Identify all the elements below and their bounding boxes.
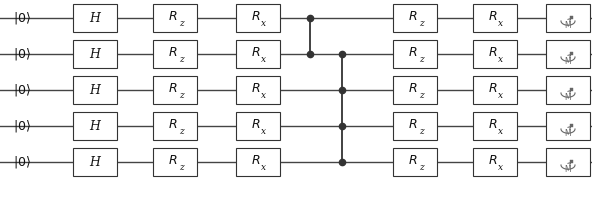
Bar: [153, 40, 197, 68]
Bar: [153, 4, 197, 32]
Text: z: z: [419, 126, 423, 136]
Bar: [393, 76, 437, 104]
Bar: [570, 124, 573, 127]
Bar: [236, 112, 280, 140]
Text: z: z: [179, 126, 184, 136]
Text: x: x: [498, 90, 504, 100]
Text: H: H: [89, 12, 101, 24]
Text: z: z: [179, 19, 184, 27]
Text: $R$: $R$: [251, 46, 260, 60]
Bar: [393, 112, 437, 140]
Text: x: x: [498, 162, 504, 171]
Text: $R$: $R$: [488, 46, 498, 60]
Bar: [473, 148, 517, 176]
Bar: [236, 148, 280, 176]
Text: $R$: $R$: [488, 119, 498, 132]
Bar: [236, 76, 280, 104]
Text: M: M: [565, 94, 571, 102]
Text: x: x: [498, 55, 504, 63]
Bar: [73, 112, 117, 140]
Text: $|0\rangle$: $|0\rangle$: [13, 118, 31, 134]
Text: $R$: $R$: [251, 82, 260, 96]
Text: z: z: [419, 162, 423, 171]
Bar: [153, 148, 197, 176]
Text: $R$: $R$: [168, 11, 178, 23]
Text: z: z: [179, 90, 184, 100]
Text: $R$: $R$: [408, 155, 418, 167]
Bar: [570, 16, 573, 19]
Text: $R$: $R$: [168, 155, 178, 167]
Bar: [393, 4, 437, 32]
Text: x: x: [262, 90, 266, 100]
Text: x: x: [262, 126, 266, 136]
Bar: [236, 4, 280, 32]
Text: z: z: [179, 55, 184, 63]
Text: $R$: $R$: [251, 155, 260, 167]
Text: z: z: [419, 19, 423, 27]
Bar: [473, 4, 517, 32]
Bar: [546, 40, 590, 68]
Text: H: H: [89, 47, 101, 61]
Text: $R$: $R$: [488, 82, 498, 96]
Text: $|0\rangle$: $|0\rangle$: [13, 154, 31, 170]
Text: $|0\rangle$: $|0\rangle$: [13, 82, 31, 98]
Text: x: x: [262, 19, 266, 27]
Text: H: H: [89, 120, 101, 133]
Bar: [473, 40, 517, 68]
Bar: [393, 148, 437, 176]
Bar: [570, 52, 573, 55]
Bar: [570, 88, 573, 91]
Text: $R$: $R$: [408, 119, 418, 132]
Text: x: x: [498, 19, 504, 27]
Bar: [546, 4, 590, 32]
Text: $R$: $R$: [408, 11, 418, 23]
Text: $|0\rangle$: $|0\rangle$: [13, 10, 31, 26]
Bar: [546, 112, 590, 140]
Text: x: x: [262, 162, 266, 171]
Bar: [73, 4, 117, 32]
Text: $R$: $R$: [168, 46, 178, 60]
Bar: [473, 112, 517, 140]
Text: $|0\rangle$: $|0\rangle$: [13, 46, 31, 62]
Bar: [473, 76, 517, 104]
Text: $R$: $R$: [251, 11, 260, 23]
Text: H: H: [89, 83, 101, 97]
Text: M: M: [565, 21, 571, 31]
Text: $R$: $R$: [408, 46, 418, 60]
Text: $R$: $R$: [168, 119, 178, 132]
Text: M: M: [565, 165, 571, 175]
Text: $R$: $R$: [488, 11, 498, 23]
Bar: [153, 76, 197, 104]
Text: z: z: [419, 55, 423, 63]
Text: H: H: [89, 156, 101, 168]
Text: $R$: $R$: [488, 155, 498, 167]
Text: $R$: $R$: [168, 82, 178, 96]
Bar: [546, 148, 590, 176]
Bar: [570, 160, 573, 163]
Text: $R$: $R$: [408, 82, 418, 96]
Text: $R$: $R$: [251, 119, 260, 132]
Bar: [73, 76, 117, 104]
Bar: [393, 40, 437, 68]
Text: z: z: [419, 90, 423, 100]
Bar: [73, 148, 117, 176]
Bar: [73, 40, 117, 68]
Text: z: z: [179, 162, 184, 171]
Bar: [546, 76, 590, 104]
Text: M: M: [565, 129, 571, 139]
Bar: [236, 40, 280, 68]
Text: x: x: [498, 126, 504, 136]
Bar: [153, 112, 197, 140]
Text: M: M: [565, 58, 571, 66]
Text: x: x: [262, 55, 266, 63]
